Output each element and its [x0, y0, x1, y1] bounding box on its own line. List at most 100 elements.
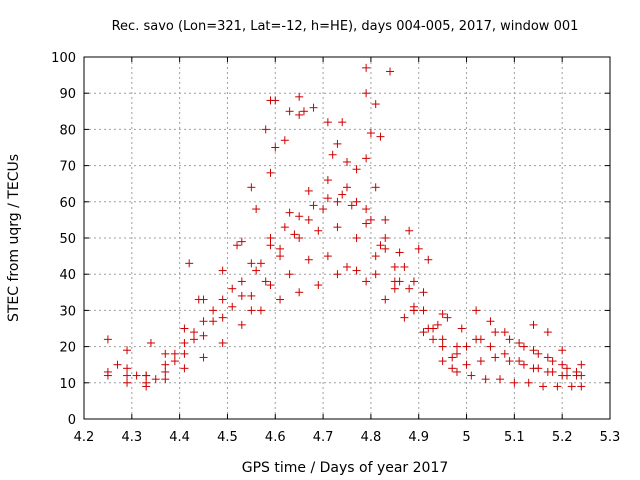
data-point-arc-d [199, 353, 208, 362]
data-point-arc-l [548, 367, 557, 376]
x-tick-labels: 4.2 4.3 4.4 4.5 4.6 4.7 4.8 4.9 5 5.1 5.2 5.3 [74, 430, 621, 445]
data-point-arc-h [567, 382, 576, 391]
data-point-arc-d [218, 338, 227, 347]
data-point-arc-c [252, 205, 261, 214]
data-point-arc-d [448, 353, 457, 362]
x-tick-label: 4.4 [169, 430, 190, 445]
x-tick-label: 4.3 [121, 430, 142, 445]
x-tick-label: 4.2 [74, 430, 95, 445]
y-tick-label: 0 [68, 413, 76, 428]
data-point-arc-c [371, 183, 380, 192]
data-point-arc-f [290, 230, 299, 239]
data-point-arc-d [123, 378, 132, 387]
x-tick-label: 5.3 [600, 430, 621, 445]
data-point-arc-c [333, 139, 342, 148]
data-point-arc-j [548, 357, 557, 366]
data-point-isolated [194, 295, 203, 304]
data-point-arc-a [199, 331, 208, 340]
data-point-arc-f [362, 219, 371, 228]
x-tick-label: 4.7 [313, 430, 334, 445]
x-tick-label: 4.9 [408, 430, 429, 445]
data-point-arc-f [433, 320, 442, 329]
data-point-isolated [233, 241, 242, 250]
data-point-arc-d [237, 320, 246, 329]
data-point-arc-e [199, 317, 208, 326]
y-tick-label: 20 [59, 341, 76, 356]
data-point-arc-k [543, 353, 552, 362]
data-point-isolated [271, 143, 280, 152]
data-point-arc-i [500, 349, 509, 358]
data-point-arc-a [266, 241, 275, 250]
y-tick-label: 10 [59, 377, 76, 392]
data-point-isolated [558, 346, 567, 355]
data-point-arc-l [476, 357, 485, 366]
data-point-arc-a [252, 266, 261, 275]
data-point-arc-e [429, 324, 438, 333]
data-point-arc-g [285, 208, 294, 217]
data-point-isolated [414, 244, 423, 253]
y-tick-label: 30 [59, 304, 76, 319]
y-axis-label: STEC from uqrg / TECUs [6, 154, 22, 322]
data-point-arc-d [103, 371, 112, 380]
data-point-arc-a [309, 201, 318, 210]
data-point-arc-h [510, 378, 519, 387]
data-point-arc-c [218, 266, 227, 275]
data-point-isolated [366, 129, 375, 138]
data-point-arc-g [438, 310, 447, 319]
data-point-arc-c [180, 324, 189, 333]
data-point-arc-e [123, 364, 132, 373]
y-tick-label: 50 [59, 232, 76, 247]
data-point-arc-h [467, 371, 476, 380]
data-point-arc-g [400, 262, 409, 271]
data-point-arc-d [295, 288, 304, 297]
data-point-arc-g [362, 205, 371, 214]
data-point-arc-k [558, 360, 567, 369]
data-point-arc-g [228, 284, 237, 293]
data-point-isolated [299, 107, 308, 116]
x-tick-label: 4.8 [361, 430, 382, 445]
data-point-arc-e [218, 295, 227, 304]
data-point-arc-d [161, 375, 170, 384]
data-point-arc-c [352, 165, 361, 174]
data-point-arc-l [462, 360, 471, 369]
x-tick-label: 4.5 [217, 430, 238, 445]
data-point-arc-e [237, 277, 246, 286]
data-point-arc-e [409, 302, 418, 311]
data-point-arc-b [189, 335, 198, 344]
data-point-arc-b [343, 262, 351, 271]
data-point-arc-j [534, 349, 543, 358]
data-point-arc-a [381, 244, 390, 253]
data-point-arc-a [352, 197, 361, 206]
data-point-arc-h [452, 367, 461, 376]
data-point-arc-g [170, 349, 179, 358]
data-point-isolated [266, 96, 275, 105]
data-point-arc-d [314, 281, 323, 290]
grid-layer [84, 57, 610, 419]
data-point-arc-e [371, 252, 380, 261]
data-point-isolated [146, 338, 155, 347]
data-point-isolated [386, 67, 395, 76]
data-point-arc-b [438, 342, 447, 351]
data-point-arc-l [519, 360, 528, 369]
data-point-arc-j [491, 328, 500, 337]
data-point-arc-a [438, 335, 447, 344]
data-point-isolated [103, 335, 112, 344]
data-point-isolated [362, 63, 371, 72]
data-point-arc-a [161, 367, 170, 376]
data-point-arc-a [366, 215, 375, 224]
data-point-arc-e [256, 259, 265, 268]
data-point-isolated [338, 118, 347, 127]
y-tick-label: 100 [51, 51, 76, 66]
data-point-arc-l [505, 357, 514, 366]
data-point-arc-f [304, 215, 313, 224]
data-point-arc-l [491, 353, 500, 362]
data-point-isolated [529, 320, 538, 329]
data-point-arc-b [209, 317, 218, 326]
data-point-arc-f [347, 201, 356, 210]
data-point-arc-a [237, 291, 246, 300]
data-point-arc-l [534, 364, 543, 373]
data-point-arc-c [362, 154, 371, 163]
data-point-arc-i [457, 324, 466, 333]
